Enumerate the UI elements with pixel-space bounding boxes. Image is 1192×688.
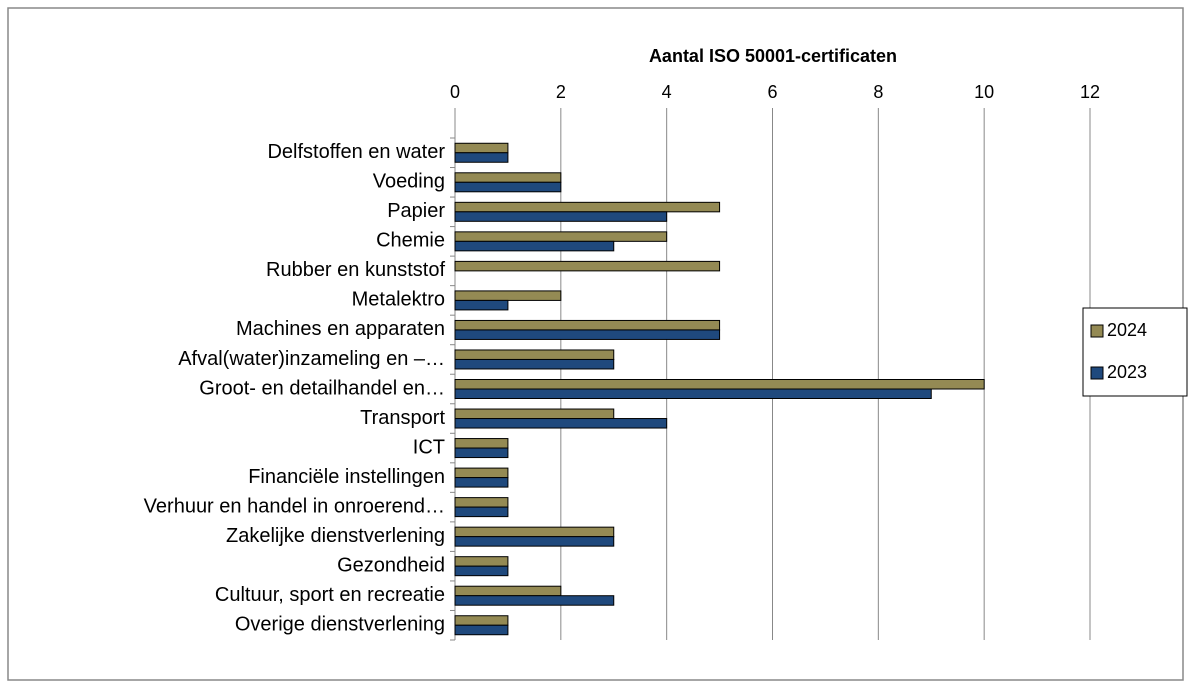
chart-border [7, 7, 1184, 681]
bar [454, 497, 509, 508]
bar [454, 615, 509, 626]
bar [454, 290, 562, 301]
bar [454, 388, 932, 399]
y-tick-label: Delfstoffen en water [267, 141, 445, 163]
bar [454, 319, 721, 331]
y-tick-label: Afval(water)inzameling en –… [178, 348, 445, 370]
bar [454, 477, 509, 488]
bar [454, 201, 721, 213]
bar [454, 526, 615, 538]
y-tick-label: Chemie [376, 230, 445, 252]
bar [454, 142, 509, 154]
bar [454, 438, 509, 449]
legend-box [1082, 307, 1188, 397]
y-tick-label: Groot- en detailhandel en… [199, 377, 445, 399]
bar [454, 260, 721, 272]
legend-swatch [1090, 366, 1104, 380]
bar [454, 181, 562, 193]
y-tick-label: Transport [360, 407, 445, 429]
y-tick-label: Verhuur en handel in onroerend… [144, 495, 445, 517]
bar [454, 329, 721, 340]
bar [454, 358, 615, 370]
bar [454, 418, 668, 429]
bar [454, 624, 509, 636]
bar [454, 211, 668, 222]
x-tick-label: 0 [450, 82, 460, 102]
x-tick-label: 8 [873, 82, 883, 102]
bar [454, 349, 615, 360]
x-tick-label: 12 [1080, 82, 1100, 102]
bar [454, 152, 509, 163]
y-tick-label: Overige dienstverlening [235, 614, 445, 636]
x-tick-label: 10 [974, 82, 994, 102]
bar [454, 536, 615, 547]
bar [454, 299, 509, 311]
chart-title: Aantal ISO 50001-certificaten [649, 46, 897, 66]
bar [454, 172, 562, 183]
y-tick-label: Zakelijke dienstverlening [226, 525, 445, 547]
bar [454, 595, 615, 606]
bar [454, 408, 615, 420]
bar [454, 565, 509, 577]
bar [454, 447, 509, 459]
x-tick-label: 4 [662, 82, 672, 102]
y-tick-label: Cultuur, sport en recreatie [215, 584, 445, 606]
bar [454, 467, 509, 479]
legend-label: 2023 [1107, 362, 1147, 382]
bar [454, 231, 668, 242]
y-tick-label: Papier [387, 200, 445, 222]
legend-label: 2024 [1107, 320, 1147, 340]
bar [454, 506, 509, 518]
y-tick-label: Metalektro [352, 289, 445, 311]
x-tick-label: 2 [556, 82, 566, 102]
y-tick-label: Gezondheid [337, 554, 445, 576]
y-tick-label: Voeding [373, 171, 445, 193]
bar [454, 379, 985, 390]
legend-swatch [1090, 324, 1104, 338]
x-tick-label: 6 [767, 82, 777, 102]
bar [454, 585, 562, 597]
y-tick-label: Machines en apparaten [236, 318, 445, 340]
y-tick-label: ICT [413, 436, 445, 458]
bar [454, 556, 509, 567]
y-tick-label: Rubber en kunststof [266, 259, 445, 281]
y-tick-label: Financiële instellingen [248, 466, 445, 488]
bar [454, 240, 615, 252]
